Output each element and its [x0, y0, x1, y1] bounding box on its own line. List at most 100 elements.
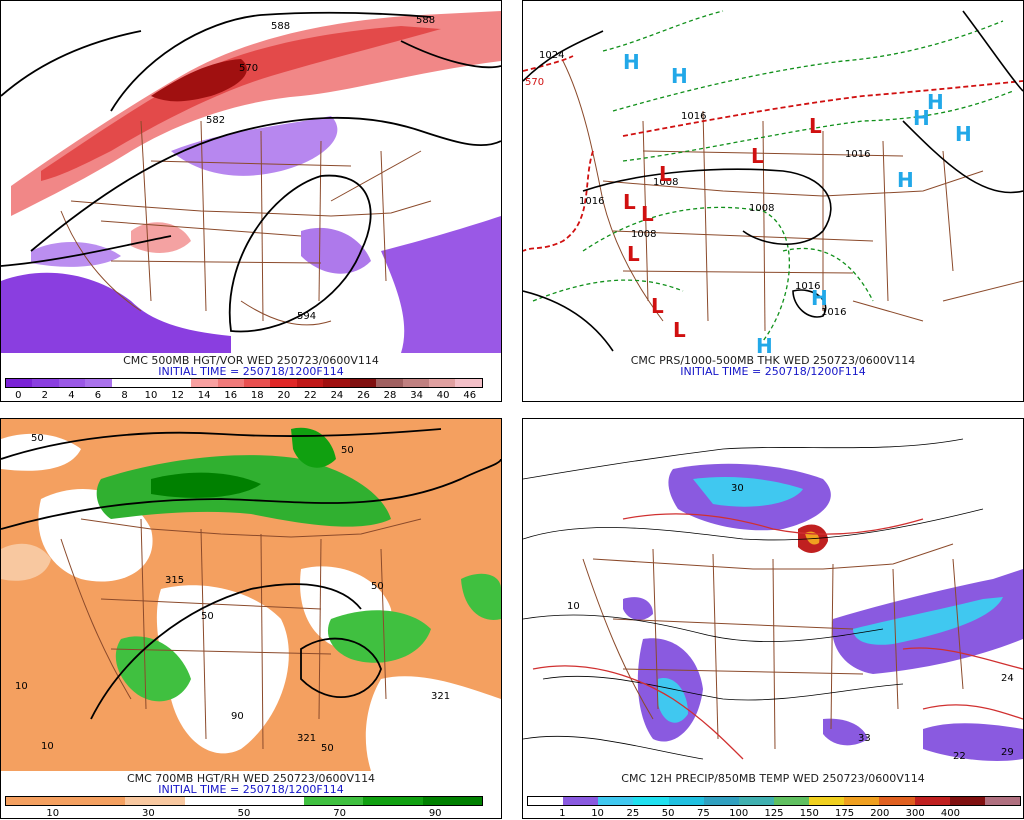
- colorbar-tick-label: 100: [729, 808, 749, 819]
- colorbar: [5, 796, 483, 806]
- colorbar-swatch: [184, 797, 244, 805]
- colorbar-ticks: 1 10 25 50 75 100 125 150 175 200 300 400: [527, 808, 1021, 820]
- pressure-label: 1016: [579, 196, 604, 207]
- colorbar-swatch: [528, 797, 564, 805]
- contour-label: 50: [371, 581, 384, 592]
- colorbar-swatch: [6, 797, 66, 805]
- contour-label: 582: [206, 115, 225, 126]
- contour-label: 570: [239, 63, 258, 74]
- colorbar-swatch: [563, 797, 599, 805]
- high-pressure-marker: H: [955, 122, 972, 146]
- contour-label: 50: [201, 611, 214, 622]
- contour-label: 10: [41, 741, 54, 752]
- colorbar-swatch: [138, 379, 165, 387]
- contour-label: 315: [165, 575, 184, 586]
- colorbar-tick-label: 30: [142, 808, 155, 819]
- colorbar-tick-label: 50: [661, 808, 675, 819]
- contour-label: 588: [416, 15, 435, 26]
- colorbar-tick-label: 25: [626, 808, 640, 819]
- colorbar-swatch: [429, 379, 456, 387]
- colorbar-tick-label: 6: [94, 390, 102, 401]
- colorbar-swatch: [773, 797, 810, 805]
- panel-title: CMC 700MB HGT/RH WED 250723/0600V114: [126, 772, 376, 785]
- colorbar-swatch: [58, 379, 86, 387]
- contour-label: 50: [341, 445, 354, 456]
- contour-label: 321: [431, 691, 450, 702]
- colorbar-tick-label: 28: [383, 390, 397, 401]
- contour-label: 10: [567, 601, 580, 612]
- colorbar-swatch: [949, 797, 985, 805]
- panel-700mb-humidity: 50 10 50 50 315 50 321 321 50 10 90 CMC …: [0, 418, 502, 819]
- colorbar-tick-label: 2: [41, 390, 49, 401]
- colorbar-swatch: [402, 379, 429, 387]
- pressure-label: 1008: [749, 203, 774, 214]
- pressure-label: 1008: [631, 229, 656, 240]
- contour-label: 33: [858, 733, 871, 744]
- low-pressure-marker: L: [623, 190, 636, 214]
- panel-500mb-vorticity: 588 588 570 582 594 CMC 500MB HGT/VOR WE…: [0, 0, 502, 402]
- colorbar-tick-label: 200: [870, 808, 890, 819]
- panel-precip-850mb-temp: 24 33 22 29 30 10 CMC 12H PRECIP/850MB T…: [522, 418, 1024, 819]
- colorbar-swatch: [422, 797, 482, 805]
- colorbar-tick-label: 20: [277, 390, 291, 401]
- initial-time: INITIAL TIME = 250718/1200F114: [158, 783, 344, 796]
- colorbar-tick-label: 90: [428, 808, 442, 819]
- colorbar-swatch: [879, 797, 915, 805]
- colorbar-tick-label: 14: [197, 390, 211, 401]
- initial-time: INITIAL TIME = 250718/1200F114: [680, 365, 866, 378]
- contour-label: 594: [297, 311, 316, 322]
- pressure-label: 1024: [539, 50, 564, 61]
- colorbar-tick-label: 10: [144, 390, 158, 401]
- colorbar-tick-label: 125: [764, 808, 784, 819]
- colorbar-swatch: [217, 379, 244, 387]
- contour-label: 29: [1001, 747, 1014, 758]
- contour-label: 24: [1001, 673, 1014, 684]
- low-pressure-marker: L: [809, 114, 822, 138]
- vorticity-map: 588 588 570 582 594: [1, 1, 501, 353]
- contour-label: 22: [953, 751, 966, 762]
- contour-label: 30: [731, 483, 744, 494]
- high-pressure-marker: H: [927, 90, 944, 114]
- high-pressure-marker: H: [897, 168, 914, 192]
- colorbar-swatch: [32, 379, 59, 387]
- colorbar-tick-label: 150: [799, 808, 819, 819]
- colorbar-tick-label: 75: [697, 808, 710, 819]
- colorbar-tick-label: 26: [357, 390, 370, 401]
- colorbar-swatch: [349, 379, 377, 387]
- high-pressure-marker: H: [913, 106, 930, 130]
- colorbar-swatch: [376, 379, 403, 387]
- colorbar-tick-label: 300: [905, 808, 925, 819]
- colorbar-swatch: [455, 379, 482, 387]
- contour-label: 90: [231, 711, 244, 722]
- colorbar-tick-label: 175: [835, 808, 855, 819]
- thickness-label: 570: [525, 77, 544, 88]
- colorbar-swatch: [303, 797, 363, 805]
- colorbar-tick-label: 1: [559, 808, 566, 819]
- high-pressure-marker: H: [623, 50, 640, 74]
- contour-label: 321: [297, 733, 316, 744]
- colorbar-swatch: [6, 379, 33, 387]
- colorbar-swatch: [809, 797, 845, 805]
- pressure-map: 1024 1016 1008 1016 1008 1016 1016 1016 …: [523, 1, 1023, 353]
- colorbar-tick-label: 10: [591, 808, 604, 819]
- high-pressure-marker: H: [671, 64, 688, 88]
- colorbar-swatch: [844, 797, 880, 805]
- panel-title: CMC 12H PRECIP/850MB TEMP WED 250723/060…: [621, 772, 925, 785]
- contour-label: 50: [321, 743, 334, 754]
- colorbar-tick-label: 18: [250, 390, 264, 401]
- colorbar-tick-label: 34: [410, 390, 423, 401]
- pressure-label: 1016: [845, 149, 870, 160]
- colorbar-tick-label: 12: [171, 390, 184, 401]
- colorbar-swatch: [738, 797, 774, 805]
- contour-label: 10: [15, 681, 28, 692]
- low-pressure-marker: L: [641, 202, 654, 226]
- colorbar-swatch: [633, 797, 669, 805]
- pressure-label: 1016: [681, 111, 706, 122]
- contour-label: 50: [31, 433, 44, 444]
- low-pressure-marker: L: [751, 144, 764, 168]
- colorbar-swatch: [296, 379, 324, 387]
- colorbar: [5, 378, 483, 388]
- high-pressure-marker: H: [811, 286, 828, 310]
- colorbar-tick-label: 70: [333, 808, 346, 819]
- low-pressure-marker: L: [659, 162, 672, 186]
